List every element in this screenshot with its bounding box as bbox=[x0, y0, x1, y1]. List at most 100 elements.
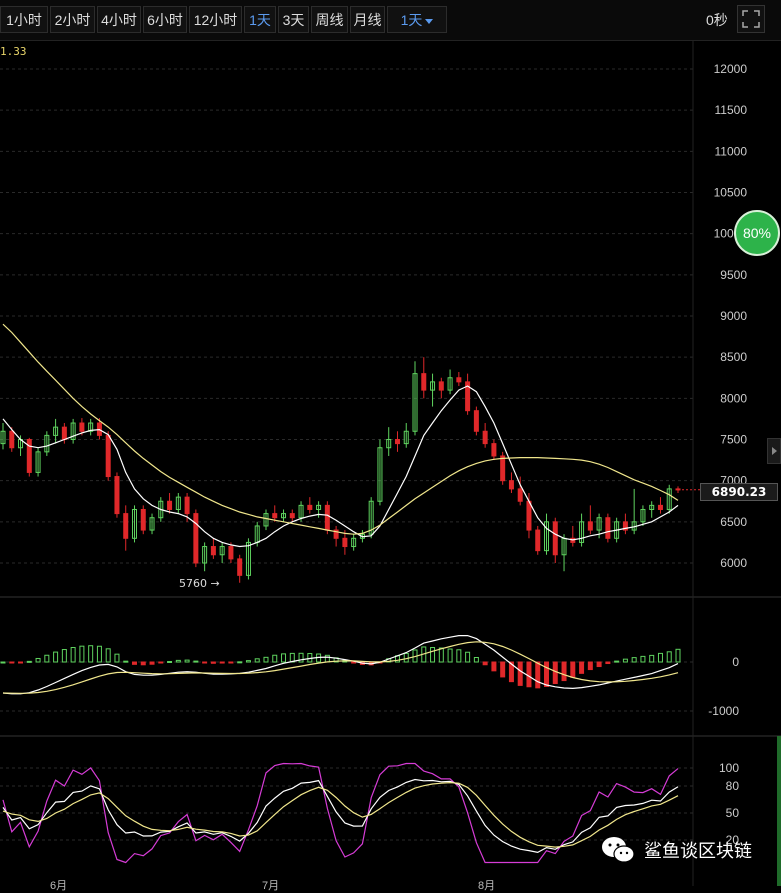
progress-badge[interactable]: 80% bbox=[734, 210, 780, 256]
candle-body bbox=[430, 381, 436, 391]
candle-body bbox=[53, 426, 59, 436]
timeframe-tab-0[interactable]: 1小时 bbox=[0, 6, 48, 33]
candle-body bbox=[70, 422, 76, 440]
macd-histogram-bar bbox=[587, 661, 593, 671]
candle-body bbox=[140, 508, 146, 531]
macd-histogram-bar bbox=[526, 661, 532, 688]
macd-histogram-bar bbox=[447, 648, 453, 663]
timeframe-tab-7[interactable]: 周线 bbox=[311, 6, 348, 33]
candle-body bbox=[666, 488, 672, 510]
macd-histogram-bar bbox=[491, 661, 497, 672]
macd-histogram-bar bbox=[298, 652, 304, 663]
macd-histogram-bar bbox=[105, 648, 111, 663]
timeframe-tab-2[interactable]: 4小时 bbox=[97, 6, 141, 33]
low-price-marker: 5760 → bbox=[179, 577, 220, 590]
candle-body bbox=[272, 513, 278, 519]
macd-histogram-bar bbox=[228, 661, 234, 664]
macd-histogram-bar bbox=[631, 657, 637, 663]
candle-body bbox=[61, 426, 67, 440]
candlestick-chart[interactable]: 1200011500110001050010000950090008500800… bbox=[0, 40, 781, 886]
candle-body bbox=[184, 496, 190, 515]
scroll-strip bbox=[777, 736, 781, 886]
candle-body bbox=[342, 537, 348, 548]
candle-body bbox=[508, 480, 514, 490]
candle-body bbox=[587, 521, 593, 531]
macd-histogram-bar bbox=[61, 649, 67, 663]
timeframe-tab-5[interactable]: 1天 bbox=[244, 6, 276, 33]
candle-body bbox=[377, 447, 383, 502]
candle-body bbox=[368, 500, 374, 535]
macd-histogram-bar bbox=[640, 655, 646, 663]
candle-body bbox=[149, 517, 155, 531]
timeframe-toolbar: 1小时 2小时 4小时 6小时 12小时 1天 3天 周线 月线 1天 0秒 bbox=[0, 0, 781, 41]
candle-body bbox=[245, 541, 251, 576]
kdj-k-line bbox=[2, 778, 679, 854]
candle-body bbox=[640, 508, 646, 523]
macd-histogram-bar bbox=[263, 656, 269, 663]
macd-histogram-bar bbox=[430, 647, 436, 663]
candle-body bbox=[552, 521, 558, 556]
candle-body bbox=[114, 476, 120, 515]
macd-dif-line bbox=[2, 634, 679, 695]
macd-histogram-bar bbox=[123, 660, 129, 663]
candle-body bbox=[175, 496, 181, 510]
macd-histogram-bar bbox=[140, 661, 146, 666]
macd-histogram-bar bbox=[237, 661, 243, 664]
watermark-text: 鲨鱼谈区块链 bbox=[644, 841, 752, 862]
expand-panel-arrow[interactable] bbox=[767, 438, 781, 464]
ma-indicator-label: 1.33 bbox=[0, 45, 27, 58]
price-axis-label: 8000 bbox=[720, 391, 747, 405]
macd-histogram-bar bbox=[131, 661, 137, 665]
macd-histogram-bar bbox=[281, 653, 287, 663]
chevron-down-icon bbox=[425, 18, 434, 24]
price-axis-label: 10500 bbox=[714, 186, 748, 200]
macd-histogram-bar bbox=[88, 645, 94, 663]
timeframe-tab-6[interactable]: 3天 bbox=[278, 6, 309, 33]
candle-body bbox=[44, 434, 50, 453]
candle-body bbox=[403, 430, 409, 445]
macd-histogram-bar bbox=[596, 661, 602, 668]
macd-axis-label: 0 bbox=[732, 655, 739, 669]
candle-body bbox=[456, 377, 462, 383]
candle-body bbox=[35, 451, 41, 473]
candle-body bbox=[281, 513, 287, 519]
macd-histogram-bar bbox=[675, 648, 681, 663]
candle-body bbox=[465, 381, 471, 412]
price-axis-label: 8500 bbox=[720, 350, 747, 364]
timeframe-tab-8[interactable]: 月线 bbox=[350, 6, 385, 33]
macd-histogram-bar bbox=[351, 661, 357, 664]
candle-body bbox=[0, 430, 6, 445]
candle-body bbox=[193, 513, 199, 564]
macd-histogram-bar bbox=[202, 661, 208, 664]
macd-histogram-bar bbox=[114, 653, 120, 663]
month-label-jul: 7月 bbox=[262, 880, 280, 892]
price-axis-label: 11000 bbox=[715, 144, 748, 158]
timeframe-tab-3[interactable]: 6小时 bbox=[143, 6, 187, 33]
more-timeframes-dropdown[interactable]: 1天 bbox=[387, 6, 447, 33]
candle-body bbox=[210, 546, 216, 556]
candle-body bbox=[500, 455, 506, 482]
candle-body bbox=[394, 439, 400, 445]
candle-body bbox=[351, 537, 357, 548]
macd-histogram-bar bbox=[70, 647, 76, 663]
timeframe-tab-1[interactable]: 2小时 bbox=[50, 6, 95, 33]
macd-histogram-bar bbox=[158, 661, 164, 664]
candle-body bbox=[657, 504, 663, 510]
candle-body bbox=[289, 513, 295, 519]
candle-body bbox=[298, 504, 304, 519]
macd-histogram-bar bbox=[605, 661, 611, 665]
macd-histogram-bar bbox=[210, 661, 216, 664]
month-label-jun: 6月 bbox=[50, 880, 68, 892]
macd-histogram-bar bbox=[149, 661, 155, 665]
candle-body bbox=[386, 439, 392, 449]
macd-histogram-bar bbox=[657, 652, 663, 663]
macd-histogram-bar bbox=[622, 658, 628, 663]
price-axis-label: 6500 bbox=[720, 515, 747, 529]
fullscreen-button[interactable] bbox=[737, 5, 765, 33]
price-axis-label: 11500 bbox=[715, 103, 748, 117]
timeframe-tab-4[interactable]: 12小时 bbox=[189, 6, 242, 33]
countdown-timer: 0秒 bbox=[706, 12, 728, 28]
candle-body bbox=[9, 430, 15, 449]
candle-body bbox=[579, 521, 585, 543]
macd-histogram-bar bbox=[167, 660, 173, 663]
